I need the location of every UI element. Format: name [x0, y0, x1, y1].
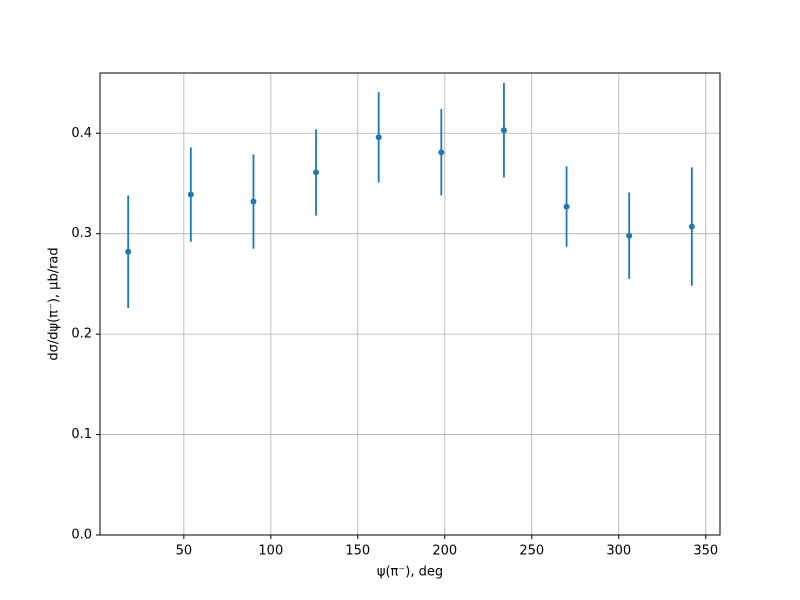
- x-tick-label: 200: [432, 544, 457, 559]
- data-point: [250, 198, 257, 205]
- y-axis-label: dσ/dψ(π⁻), μb/rad: [47, 247, 62, 360]
- y-tick-label: 0.0: [71, 528, 92, 543]
- x-tick-label: 50: [176, 544, 193, 559]
- x-tick-label: 300: [606, 544, 631, 559]
- data-point: [438, 149, 445, 156]
- y-tick-label: 0.3: [71, 226, 92, 241]
- x-tick-label: 350: [693, 544, 718, 559]
- x-axis-label: ψ(π⁻), deg: [377, 565, 443, 580]
- y-tick-label: 0.4: [71, 126, 92, 141]
- plot-frame: [99, 72, 721, 536]
- data-point: [688, 223, 695, 230]
- x-tick-label: 100: [258, 544, 283, 559]
- y-tick-label: 0.2: [71, 327, 92, 342]
- data-point: [375, 134, 382, 141]
- data-point: [563, 203, 570, 210]
- data-point: [313, 169, 320, 176]
- data-point: [500, 127, 507, 134]
- data-point: [125, 248, 132, 255]
- x-tick-label: 150: [345, 544, 370, 559]
- data-point: [626, 232, 633, 239]
- data-point: [187, 191, 194, 198]
- y-tick-label: 0.1: [71, 427, 92, 442]
- x-tick-label: 250: [519, 544, 544, 559]
